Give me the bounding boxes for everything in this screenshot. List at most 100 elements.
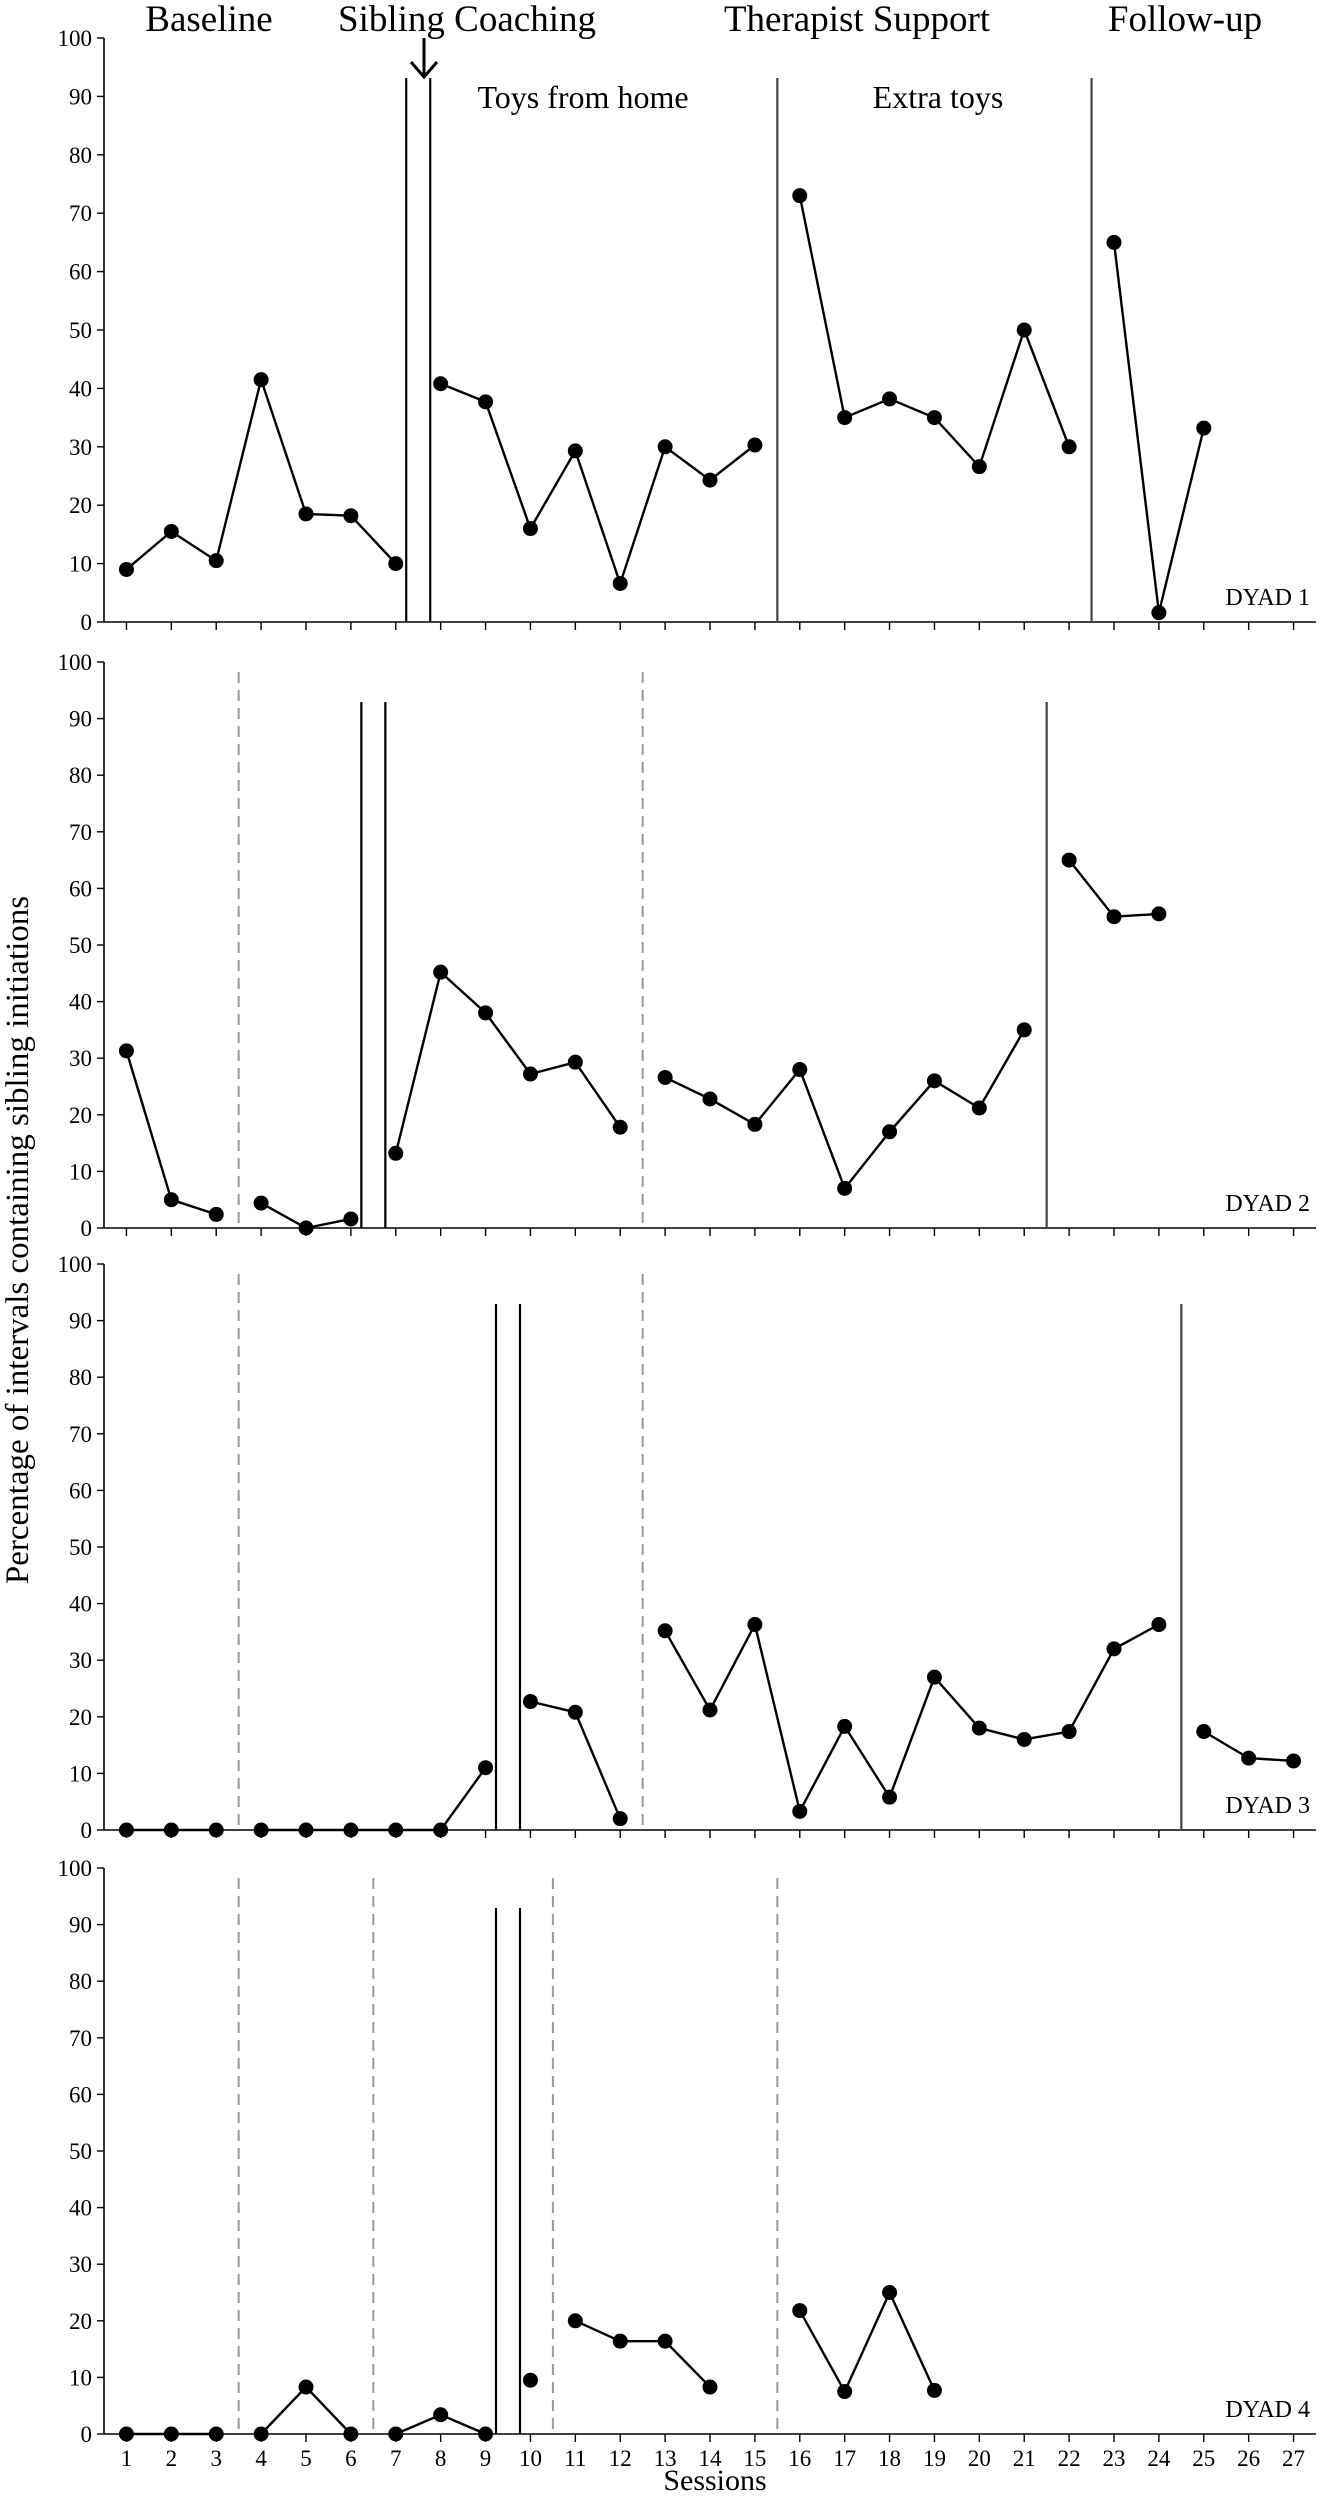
data-point xyxy=(612,1811,628,1827)
y-tick-label: 90 xyxy=(69,707,92,732)
dyad-label: DYAD 1 xyxy=(1225,585,1310,611)
annotation-extra-toys: Extra toys xyxy=(873,79,1004,115)
y-tick-label: 30 xyxy=(69,435,92,460)
y-tick-label: 40 xyxy=(69,376,92,401)
data-point xyxy=(433,964,449,980)
data-point xyxy=(1241,1750,1257,1766)
y-tick-label: 70 xyxy=(69,820,92,845)
data-point xyxy=(388,556,404,572)
data-point xyxy=(298,2379,314,2395)
y-tick-label: 0 xyxy=(81,1216,93,1241)
y-tick-label: 40 xyxy=(69,1592,92,1617)
phase-label-therapist-support: Therapist Support xyxy=(724,0,991,40)
x-tick-label: 11 xyxy=(564,2446,586,2471)
data-point xyxy=(478,2426,494,2442)
data-point xyxy=(163,1822,179,1838)
panel-2: 0 10 20 30 40 50 60 70 80 90 100 DYAD 2 xyxy=(58,650,1316,1241)
data-point xyxy=(433,1822,449,1838)
data-point xyxy=(882,1124,898,1140)
panel-1: 0 10 20 30 40 50 60 70 80 90 100 DYAD 1 xyxy=(58,26,1316,635)
data-point xyxy=(567,1054,583,1070)
data-point xyxy=(1196,1724,1212,1740)
data-point xyxy=(1061,439,1077,455)
data-point xyxy=(298,506,314,522)
series-line-segment xyxy=(125,375,397,571)
data-point xyxy=(792,188,808,204)
y-tick-label: 70 xyxy=(69,201,92,226)
data-point xyxy=(702,1702,718,1718)
data-point xyxy=(702,472,718,488)
data-point xyxy=(1061,852,1077,868)
x-tick-label: 4 xyxy=(255,2446,267,2471)
data-point xyxy=(747,1617,763,1633)
x-tick-label: 15 xyxy=(743,2446,766,2471)
y-tick-label: 30 xyxy=(69,2252,92,2277)
panel-3: 0 10 20 30 40 50 60 70 80 90 100 DYAD 3 xyxy=(58,1252,1316,1843)
y-tick-label: 50 xyxy=(69,2139,92,2164)
x-tick-label: 10 xyxy=(519,2446,542,2471)
data-point xyxy=(792,1062,808,1078)
x-tick-label: 17 xyxy=(833,2446,856,2471)
y-tick-label: 30 xyxy=(69,1046,92,1071)
data-point xyxy=(837,2384,853,2400)
y-tick-label: 80 xyxy=(69,763,92,788)
data-point xyxy=(1016,1731,1032,1747)
data-point xyxy=(792,2303,808,2319)
x-tick-label: 18 xyxy=(878,2446,901,2471)
data-point xyxy=(118,1043,134,1059)
data-point xyxy=(253,2426,269,2442)
data-point xyxy=(926,2382,942,2398)
phase-label-sibling-coaching: Sibling Coaching xyxy=(338,0,596,40)
x-tick-label: 25 xyxy=(1192,2446,1215,2471)
data-point xyxy=(1196,420,1212,436)
y-tick-label: 60 xyxy=(69,876,92,901)
data-point xyxy=(163,2426,179,2442)
y-tick-label: 80 xyxy=(69,143,92,168)
x-tick-label: 20 xyxy=(968,2446,991,2471)
data-point xyxy=(926,1073,942,1089)
y-tick-label: 40 xyxy=(69,990,92,1015)
phase-label-baseline: Baseline xyxy=(145,0,272,40)
y-tick-label: 50 xyxy=(69,1535,92,1560)
data-point xyxy=(747,1116,763,1132)
series-line-segment xyxy=(1068,859,1159,918)
data-point xyxy=(1016,322,1032,338)
x-tick-label: 6 xyxy=(345,2446,357,2471)
data-point xyxy=(253,1195,269,1211)
data-point xyxy=(433,376,449,392)
data-point xyxy=(388,1145,404,1161)
y-tick-label: 0 xyxy=(81,1818,93,1843)
data-point xyxy=(298,1220,314,1236)
data-point xyxy=(163,523,179,539)
data-point xyxy=(657,1623,673,1639)
x-tick-label: 12 xyxy=(609,2446,632,2471)
series-line-segment xyxy=(440,382,756,588)
data-point xyxy=(612,2333,628,2349)
data-point xyxy=(343,1211,359,1227)
y-tick-label: 90 xyxy=(69,84,92,109)
data-point xyxy=(1016,1022,1032,1038)
y-tick-label: 50 xyxy=(69,933,92,958)
y-tick-label: 20 xyxy=(69,1103,92,1128)
data-point xyxy=(971,459,987,475)
y-tick-label: 60 xyxy=(69,1478,92,1503)
data-point xyxy=(478,1760,494,1776)
y-tick-label: 30 xyxy=(69,1648,92,1673)
x-tick-label: 16 xyxy=(788,2446,811,2471)
y-axis-label: Percentage of intervals containing sibli… xyxy=(0,896,36,1584)
data-point xyxy=(522,1694,538,1710)
y-tick-label: 80 xyxy=(69,1969,92,1994)
data-point xyxy=(1061,1724,1077,1740)
data-point xyxy=(343,2426,359,2442)
y-tick-label: 90 xyxy=(69,1913,92,1938)
data-point xyxy=(343,508,359,524)
data-point xyxy=(118,1822,134,1838)
dyad-label: DYAD 3 xyxy=(1225,1793,1310,1819)
data-point xyxy=(208,1822,224,1838)
x-tick-label: 8 xyxy=(435,2446,447,2471)
data-point xyxy=(118,2426,134,2442)
x-tick-label: 7 xyxy=(390,2446,402,2471)
y-tick-label: 80 xyxy=(69,1365,92,1390)
